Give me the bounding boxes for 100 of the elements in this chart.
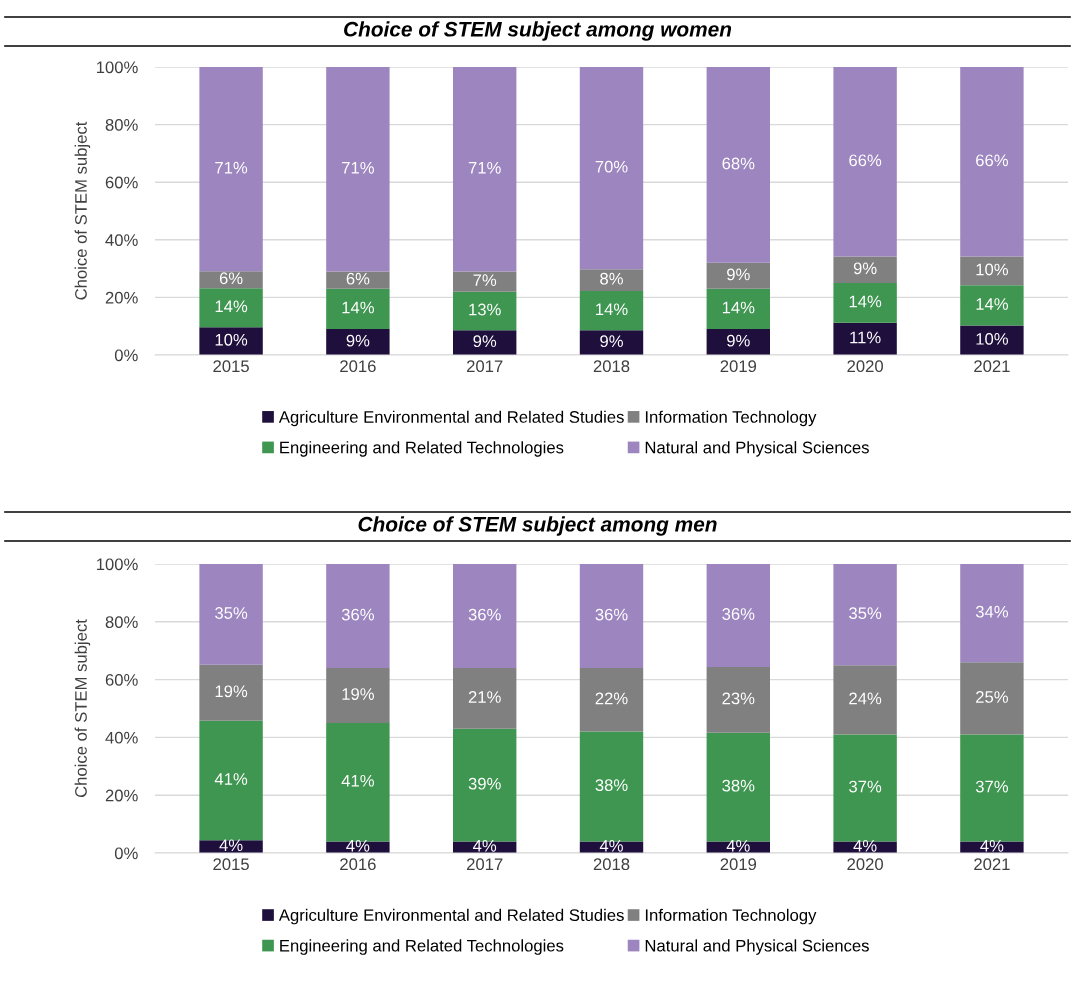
data-label: 10% xyxy=(976,332,1008,345)
y-tick-label: 80% xyxy=(105,616,138,628)
bar xyxy=(960,564,1024,663)
bar xyxy=(579,731,644,842)
legend-label: Agriculture Environmental and Related Studies xyxy=(278,410,624,427)
data-label: 10% xyxy=(976,263,1008,276)
data-label: 19% xyxy=(342,688,374,700)
bar xyxy=(706,564,771,667)
data-label: 4% xyxy=(980,839,1004,852)
bar xyxy=(706,329,771,355)
data-label: 36% xyxy=(595,608,628,621)
data-label: 9% xyxy=(727,268,750,281)
y-axis-title: Choice of STEM subject xyxy=(74,121,91,300)
y-tick-label: 80% xyxy=(105,119,138,131)
data-label: 4% xyxy=(853,839,877,852)
y-tick-label: 0% xyxy=(114,349,138,362)
x-tick-label: 2016 xyxy=(340,858,376,871)
y-tick-label: 100% xyxy=(96,61,138,74)
data-label: 38% xyxy=(595,779,628,791)
y-tick-label: 60% xyxy=(105,674,138,686)
bar xyxy=(833,734,897,842)
bar xyxy=(833,564,897,666)
bar xyxy=(833,322,897,355)
chart-title: Choice of STEM subject among men xyxy=(358,516,717,536)
x-tick-label: 2021 xyxy=(974,858,1010,871)
bar xyxy=(326,564,390,669)
bar xyxy=(326,288,390,330)
bar xyxy=(579,67,644,270)
x-tick-label: 2019 xyxy=(720,360,757,373)
data-label: 66% xyxy=(849,154,882,167)
data-label: 14% xyxy=(722,301,755,314)
bar xyxy=(326,668,390,723)
data-label: 24% xyxy=(849,692,882,705)
data-label: 9% xyxy=(600,335,623,348)
y-tick-label: 40% xyxy=(105,731,138,744)
y-tick-label: 20% xyxy=(105,789,138,802)
x-tick-label: 2015 xyxy=(213,858,249,871)
y-tick-label: 40% xyxy=(105,234,138,246)
x-tick-label: 2015 xyxy=(213,360,249,373)
bar xyxy=(326,67,390,272)
data-label: 14% xyxy=(976,298,1008,310)
data-label: 7% xyxy=(473,274,497,286)
data-label: 14% xyxy=(596,303,628,316)
data-label: 14% xyxy=(849,295,882,308)
y-tick-label: 20% xyxy=(105,291,138,304)
data-label: 9% xyxy=(473,335,497,348)
bar xyxy=(199,288,263,328)
legend-label: Engineering and Related Technologies xyxy=(280,939,564,955)
x-tick-label: 2021 xyxy=(974,360,1010,373)
data-label: 8% xyxy=(600,272,623,285)
data-label: 37% xyxy=(849,780,882,793)
y-axis-title: Choice of STEM subject xyxy=(74,619,91,798)
data-label: 9% xyxy=(346,334,370,347)
data-label: 19% xyxy=(215,685,248,698)
bar xyxy=(452,668,517,729)
bar xyxy=(706,67,771,263)
bar xyxy=(579,668,644,732)
data-label: 14% xyxy=(342,301,374,314)
y-tick-label: 100% xyxy=(96,558,138,571)
y-tick-label: 60% xyxy=(105,176,138,189)
bar xyxy=(960,256,1024,286)
legend-label: Agriculture Environmental and Related Studies xyxy=(278,908,624,925)
data-label: 21% xyxy=(468,691,501,703)
bar xyxy=(833,67,897,257)
data-label: 4% xyxy=(599,839,623,852)
legend-label: Information Technology xyxy=(645,908,817,925)
bar xyxy=(452,67,517,272)
bar xyxy=(452,291,517,331)
bar xyxy=(452,271,517,292)
x-tick-label: 2018 xyxy=(593,858,630,871)
bar xyxy=(706,732,771,842)
bar xyxy=(199,564,263,665)
x-tick-label: 2018 xyxy=(593,360,630,373)
data-label: 22% xyxy=(595,692,628,705)
data-label: 4% xyxy=(346,839,370,852)
bar xyxy=(579,564,644,669)
x-tick-label: 2020 xyxy=(847,858,883,871)
data-label: 34% xyxy=(975,605,1008,618)
data-label: 6% xyxy=(219,272,243,285)
bar xyxy=(960,67,1024,257)
bar xyxy=(833,256,897,283)
bar xyxy=(706,666,771,733)
bar xyxy=(579,291,644,331)
bar xyxy=(452,728,517,842)
bar xyxy=(706,262,771,289)
legend-label: Information Technology xyxy=(645,410,817,427)
data-label: 25% xyxy=(976,691,1008,703)
bar xyxy=(452,330,517,355)
data-label: 68% xyxy=(722,157,755,170)
data-label: 4% xyxy=(473,839,497,852)
bar xyxy=(199,664,263,721)
legend-label: Natural and Physical Sciences xyxy=(645,939,869,955)
x-tick-label: 2016 xyxy=(340,360,376,373)
data-label: 66% xyxy=(976,154,1008,167)
bar xyxy=(326,722,390,842)
bar xyxy=(960,734,1024,842)
legend-label: Engineering and Related Technologies xyxy=(280,441,564,457)
bar xyxy=(199,327,263,355)
data-label: 36% xyxy=(468,608,501,621)
data-label: 10% xyxy=(215,333,248,346)
